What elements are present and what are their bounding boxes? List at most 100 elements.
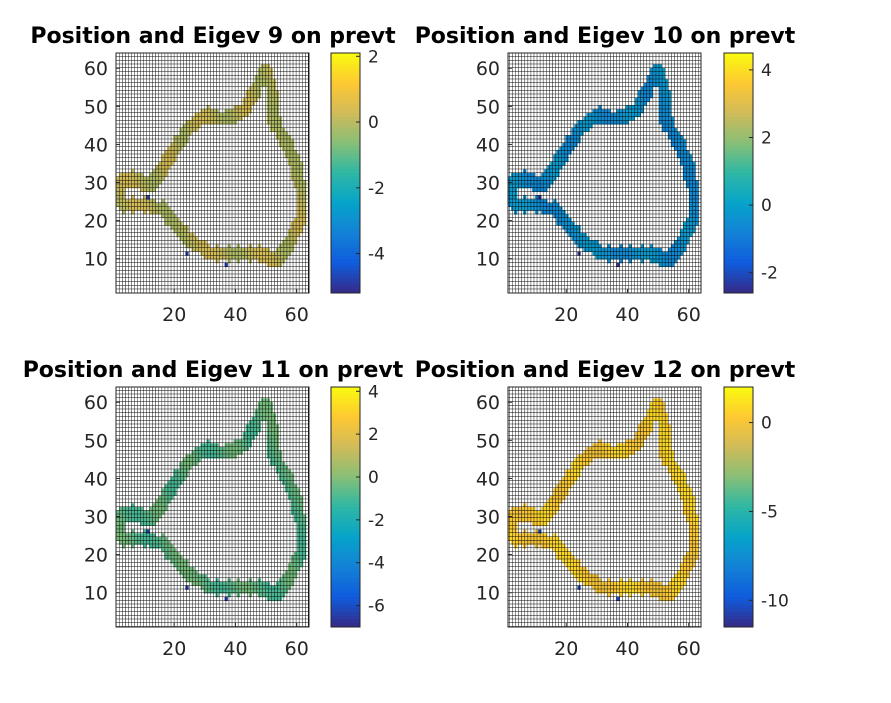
colorbar-segment — [724, 206, 753, 211]
colorbar-segment — [331, 281, 360, 286]
colorbar-segment — [331, 473, 360, 478]
colorbar-segment — [331, 503, 360, 508]
y-tick-label: 60 — [476, 58, 500, 80]
colorbar-segment — [724, 432, 753, 437]
colorbar-segment — [724, 623, 753, 628]
y-tick-label: 60 — [476, 392, 500, 414]
colorbar-segment — [724, 387, 753, 392]
colorbar-segment — [331, 199, 360, 204]
colorbar-segment — [724, 90, 753, 95]
y-tick-label: 40 — [476, 468, 500, 490]
colorbar-segment — [724, 435, 753, 440]
colorbar-segment — [331, 387, 360, 392]
colorbar-segment — [331, 525, 360, 530]
colorbar-segment — [331, 522, 360, 527]
colorbar-segment — [331, 578, 360, 583]
colorbar-segment — [724, 143, 753, 148]
colorbar-segment — [724, 191, 753, 196]
colorbar-segment — [724, 447, 753, 452]
colorbar-segment — [331, 154, 360, 159]
colorbar-segment — [331, 274, 360, 279]
colorbar-segment — [724, 68, 753, 73]
colorbar-segment — [724, 233, 753, 238]
x-tick-label: 20 — [162, 304, 186, 326]
colorbar-segment — [724, 124, 753, 129]
colorbar-segment — [331, 435, 360, 440]
colorbar-segment — [331, 210, 360, 215]
colorbar-segment — [331, 462, 360, 467]
y-tick-label: 10 — [476, 249, 500, 271]
colorbar-box — [330, 52, 361, 294]
colorbar-segment — [724, 390, 753, 395]
x-tick-label: 40 — [223, 304, 247, 326]
colorbar-segment — [331, 161, 360, 166]
colorbar-tick-label: -2 — [368, 179, 385, 199]
colorbar-segment — [724, 555, 753, 560]
colorbar-segment — [724, 462, 753, 467]
y-axis: 10 20 30 40 50 60 — [476, 58, 512, 271]
y-tick-label: 10 — [84, 249, 108, 271]
colorbar-segment — [331, 86, 360, 91]
colorbar-tick-label: 0 — [761, 196, 772, 216]
y-tick-label: 40 — [476, 134, 500, 156]
colorbar-segment — [331, 458, 360, 463]
colorbar-segment — [724, 113, 753, 118]
colorbar-segment — [331, 589, 360, 594]
colorbar-segment — [331, 402, 360, 407]
colorbar-segment — [331, 529, 360, 534]
colorbar-segment — [724, 158, 753, 163]
colorbar-segment — [331, 514, 360, 519]
x-axis: 20 40 60 — [554, 623, 701, 660]
colorbar: 2 0 -2 -4 — [330, 47, 385, 294]
colorbar-segment — [724, 417, 753, 422]
colorbar-segment — [724, 495, 753, 500]
colorbar-segment — [331, 544, 360, 549]
colorbar-segment — [331, 450, 360, 455]
colorbar-tick-label: 0 — [368, 113, 379, 133]
colorbar-segment — [331, 507, 360, 512]
panel-eigev-10: Position and Eigev 10 on prevt 20 40 60 10… — [415, 24, 796, 326]
colorbar-segment — [331, 612, 360, 617]
y-tick-label: 40 — [84, 468, 108, 490]
colorbar-segment — [724, 109, 753, 114]
colorbar-segment — [331, 113, 360, 118]
colorbar-segment — [724, 608, 753, 613]
colorbar-segment — [724, 604, 753, 609]
colorbar-segment — [331, 465, 360, 470]
colorbar-segment — [724, 582, 753, 587]
colorbar-segment — [331, 195, 360, 200]
colorbar-tick-label: 0 — [761, 414, 772, 434]
grid-lines — [116, 53, 309, 293]
colorbar-segment — [724, 563, 753, 568]
colorbar-segment — [331, 409, 360, 414]
colorbar-segment — [331, 604, 360, 609]
colorbar-segment — [724, 278, 753, 283]
colorbar-segment — [331, 116, 360, 121]
colorbar-segment — [724, 578, 753, 583]
panel-title: Position and Eigev 9 on prevt — [30, 24, 396, 49]
colorbar-segment — [724, 525, 753, 530]
colorbar-segment — [724, 533, 753, 538]
colorbar-segment — [331, 266, 360, 271]
colorbar-segment — [331, 574, 360, 579]
colorbar-segment — [331, 615, 360, 620]
colorbar-segment — [331, 492, 360, 497]
colorbar-segment — [724, 465, 753, 470]
y-axis: 10 20 30 40 50 60 — [84, 58, 120, 271]
colorbar-segment — [331, 150, 360, 155]
colorbar-segment — [724, 394, 753, 399]
colorbar-segment — [331, 582, 360, 587]
colorbar-segment — [724, 510, 753, 515]
colorbar-tick-label: -6 — [368, 597, 385, 617]
colorbar-segment — [331, 420, 360, 425]
colorbar-segment — [724, 619, 753, 624]
colorbar-segment — [331, 480, 360, 485]
colorbar-segment — [724, 514, 753, 519]
colorbar-segment — [724, 150, 753, 155]
colorbar-segment — [724, 585, 753, 590]
colorbar-segment — [331, 60, 360, 65]
colorbar-segment — [331, 236, 360, 241]
colorbar-segment — [331, 244, 360, 249]
colorbar-segment — [331, 593, 360, 598]
colorbar-segment — [331, 548, 360, 553]
